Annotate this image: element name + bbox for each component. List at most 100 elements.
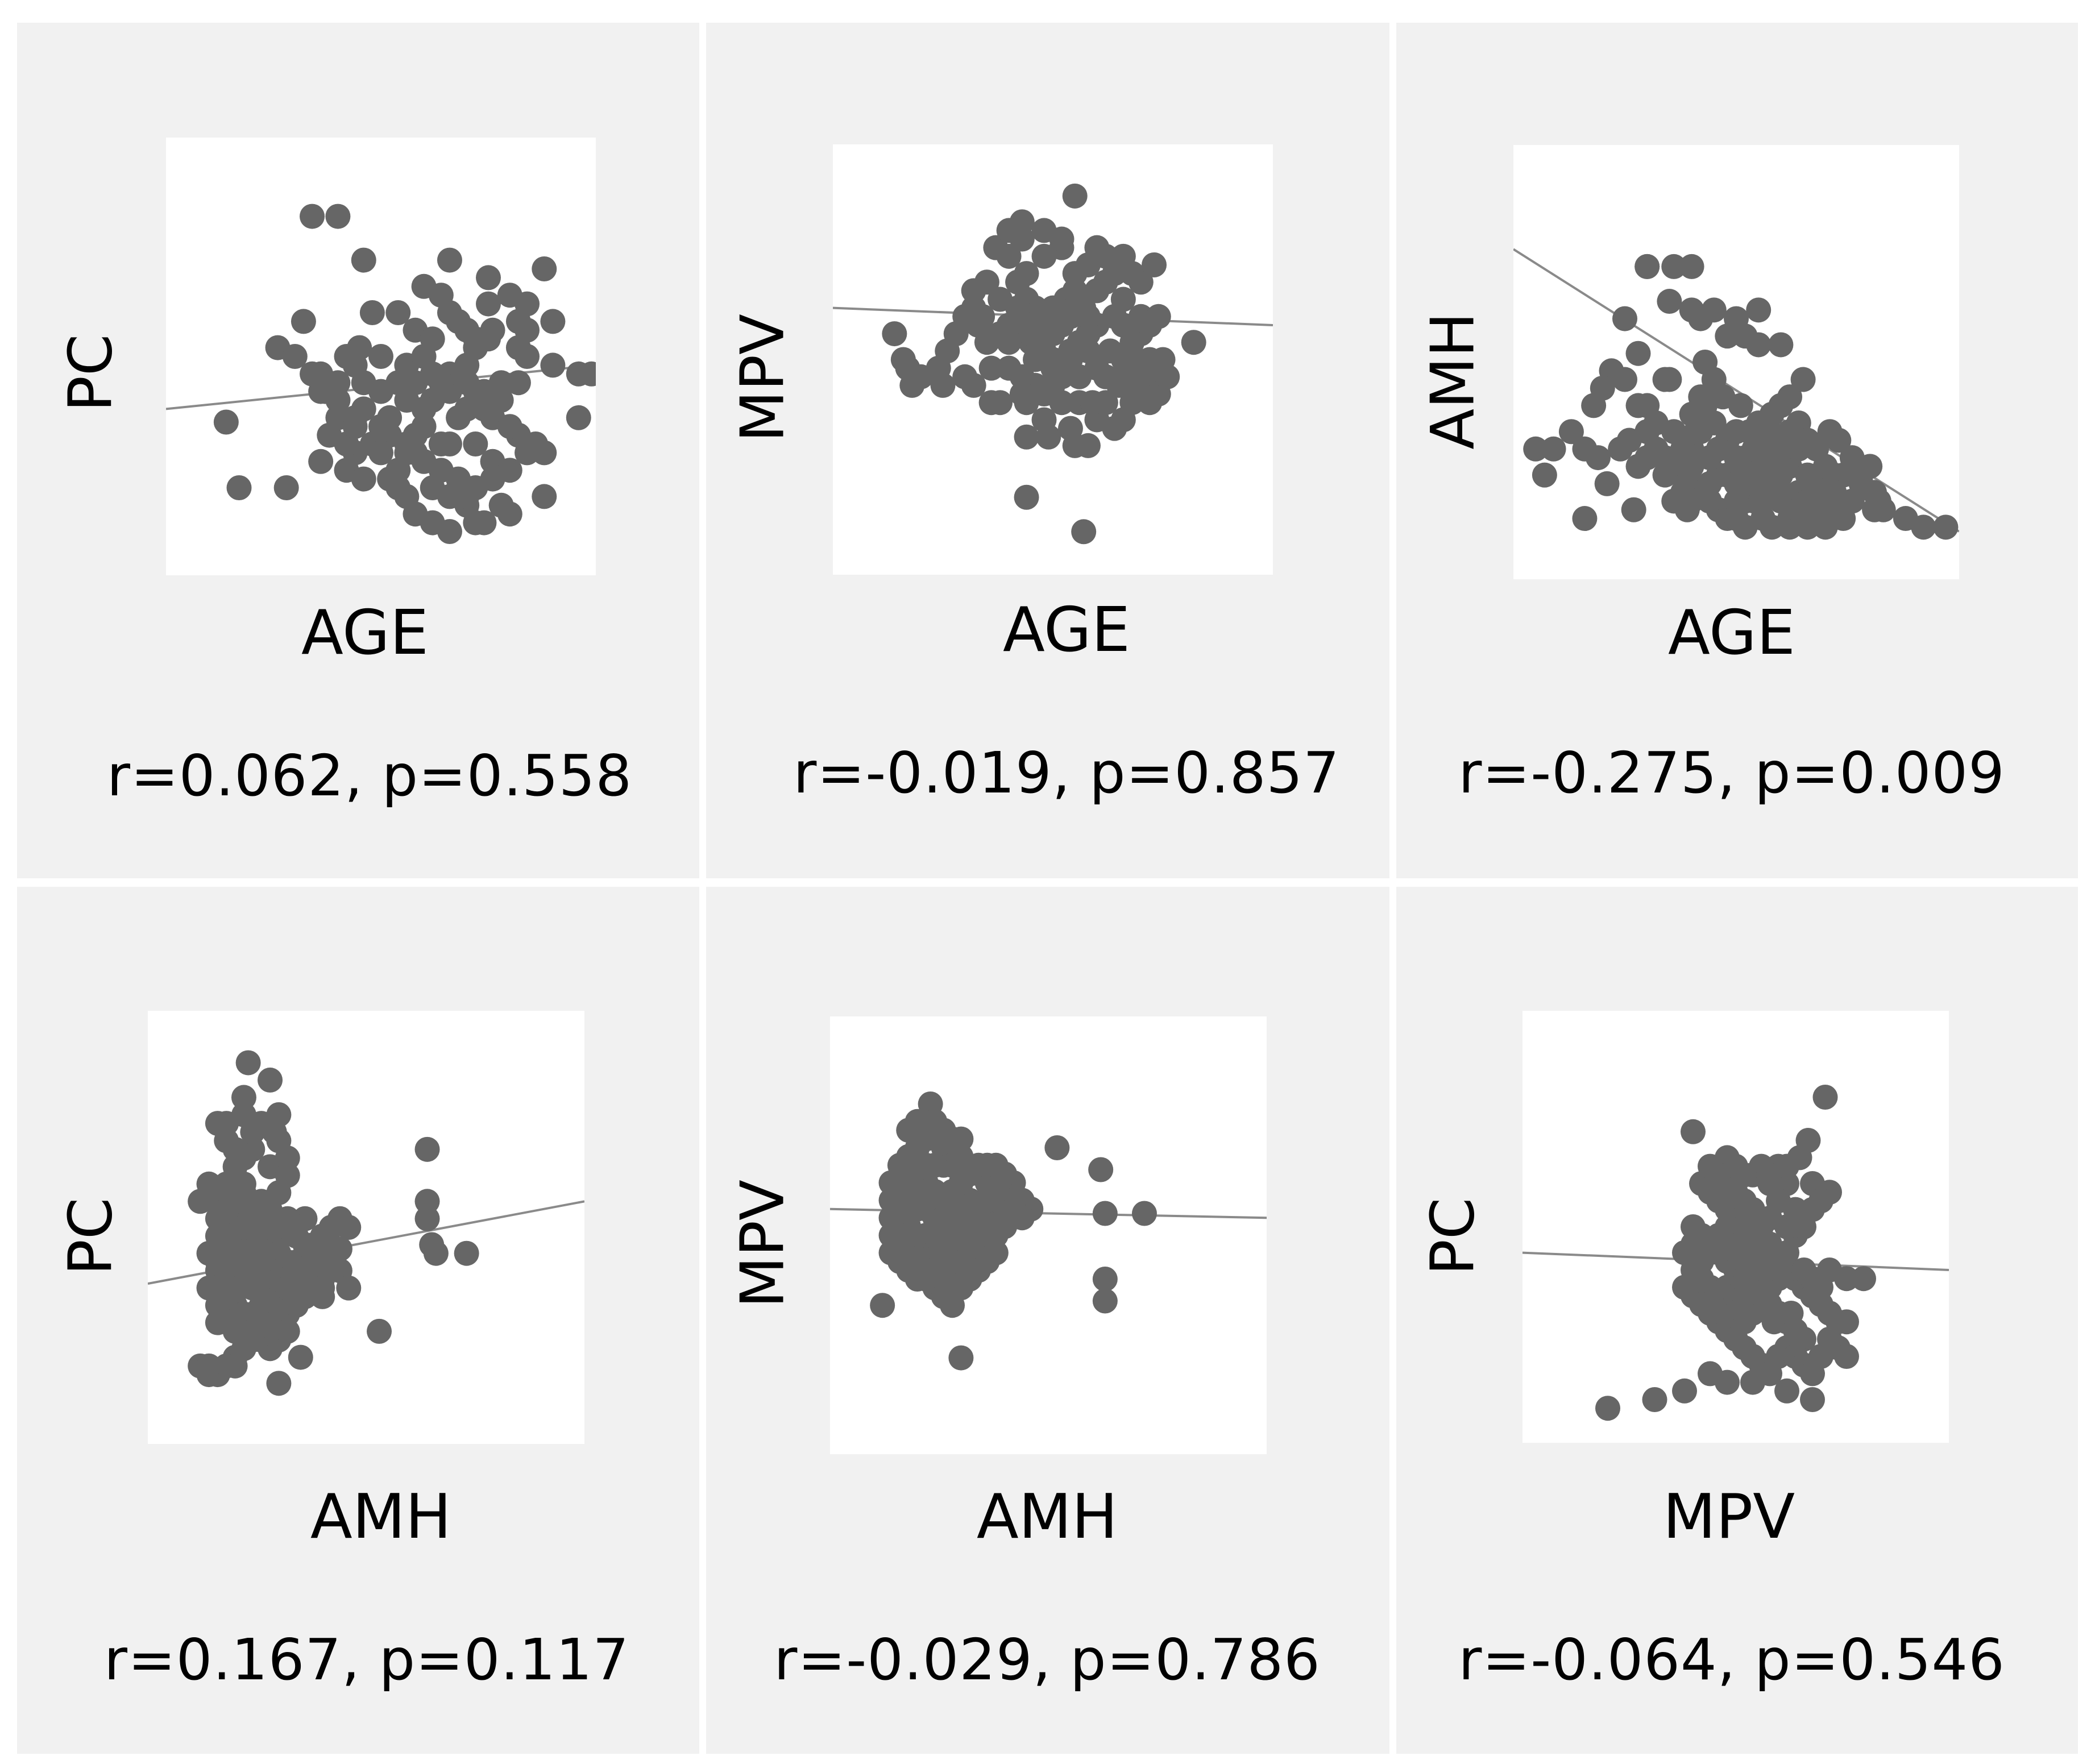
data-point: [1661, 254, 1687, 279]
data-point: [1812, 514, 1838, 540]
data-point: [1848, 462, 1874, 488]
scatter-svg: [833, 183, 1273, 545]
data-point: [497, 458, 522, 483]
data-point: [284, 1284, 309, 1309]
data-point: [1715, 323, 1740, 349]
data-point: [327, 1236, 352, 1262]
data-point: [1657, 289, 1682, 314]
data-point: [351, 247, 376, 273]
data-point: [1075, 304, 1101, 329]
data-point: [1753, 1257, 1778, 1282]
data-point: [882, 321, 907, 347]
data-point: [913, 1152, 939, 1178]
data-point: [480, 317, 505, 343]
data-point: [1142, 252, 1167, 277]
data-point: [579, 361, 596, 387]
data-point: [1018, 321, 1044, 347]
x-axis-label: AMH: [976, 1481, 1118, 1553]
data-point: [1612, 367, 1637, 392]
data-point: [275, 1318, 300, 1344]
data-point: [983, 1240, 1009, 1265]
data-point: [262, 1119, 287, 1145]
data-point: [1071, 519, 1097, 545]
data-point: [1014, 261, 1039, 287]
data-point: [227, 1275, 252, 1301]
data-point: [275, 1206, 300, 1231]
data-point: [1786, 497, 1811, 522]
data-point: [1092, 1267, 1118, 1292]
data-point: [428, 458, 454, 483]
data-point: [1625, 393, 1651, 418]
data-point: [359, 300, 385, 325]
y-axis-label: PC: [56, 1197, 126, 1276]
data-point: [414, 1206, 440, 1231]
data-point: [414, 1189, 440, 1214]
data-point: [196, 1353, 222, 1379]
data-point: [948, 1345, 974, 1371]
data-point: [266, 1371, 292, 1396]
data-point: [1808, 1188, 1833, 1214]
data-point: [1652, 462, 1678, 488]
correlation-stats: r=0.167, p=0.117: [103, 1626, 630, 1693]
data-point: [1625, 341, 1651, 366]
correlation-stats: r=-0.064, p=0.546: [1458, 1626, 2005, 1693]
data-point: [471, 510, 497, 536]
data-point: [1783, 1197, 1808, 1222]
data-point: [1075, 433, 1101, 458]
scatter-svg: [166, 204, 596, 544]
data-point: [1723, 1153, 1748, 1179]
data-point: [1746, 332, 1772, 358]
data-point: [1759, 514, 1785, 540]
data-point: [1750, 488, 1776, 514]
data-point: [505, 370, 531, 396]
data-point: [1679, 488, 1704, 514]
data-point: [1812, 1085, 1838, 1110]
data-point: [1092, 1201, 1118, 1226]
scatter-svg: [830, 1091, 1267, 1371]
x-axis-label: AGE: [1668, 597, 1795, 669]
data-point: [1044, 1135, 1070, 1160]
plot-area: [166, 138, 596, 575]
data-point: [308, 361, 334, 387]
data-point: [1572, 506, 1598, 532]
data-point: [1715, 1369, 1740, 1395]
data-point: [222, 1136, 248, 1162]
data-point: [1740, 1369, 1765, 1395]
x-axis-label: AGE: [1003, 595, 1130, 666]
data-point: [1541, 436, 1566, 462]
data-point: [1594, 471, 1620, 496]
data-point: [454, 1240, 479, 1266]
data-point: [1621, 497, 1646, 522]
data-point: [961, 295, 986, 321]
data-point: [878, 1240, 904, 1265]
data-point: [1057, 304, 1083, 329]
data-point: [1706, 436, 1731, 462]
data-point: [463, 335, 488, 360]
data-point: [1128, 304, 1154, 329]
data-point: [540, 309, 566, 334]
data-point: [292, 1206, 318, 1231]
data-point: [948, 1126, 974, 1152]
data-point: [1774, 1153, 1799, 1179]
data-point: [385, 370, 411, 396]
data-point: [1608, 436, 1633, 462]
data-point: [368, 440, 393, 466]
data-point: [1826, 427, 1852, 453]
scatter-panel: MPV AMH r=-0.029, p=0.786: [706, 887, 1389, 1754]
scatter-panel: PC AMH r=0.167, p=0.117: [17, 887, 699, 1754]
data-point: [1701, 367, 1727, 392]
data-point: [532, 484, 557, 509]
data-point: [540, 352, 566, 378]
data-point: [325, 388, 351, 413]
data-point: [1746, 297, 1772, 323]
data-point: [188, 1189, 213, 1214]
data-point: [1625, 454, 1651, 479]
data-point: [497, 501, 522, 527]
data-point: [336, 1275, 362, 1301]
data-point: [476, 291, 501, 317]
data-point: [437, 247, 462, 273]
data-point: [258, 1067, 283, 1093]
y-axis-label: MPV: [728, 1180, 798, 1308]
data-point: [325, 204, 351, 229]
data-point: [996, 243, 1022, 269]
